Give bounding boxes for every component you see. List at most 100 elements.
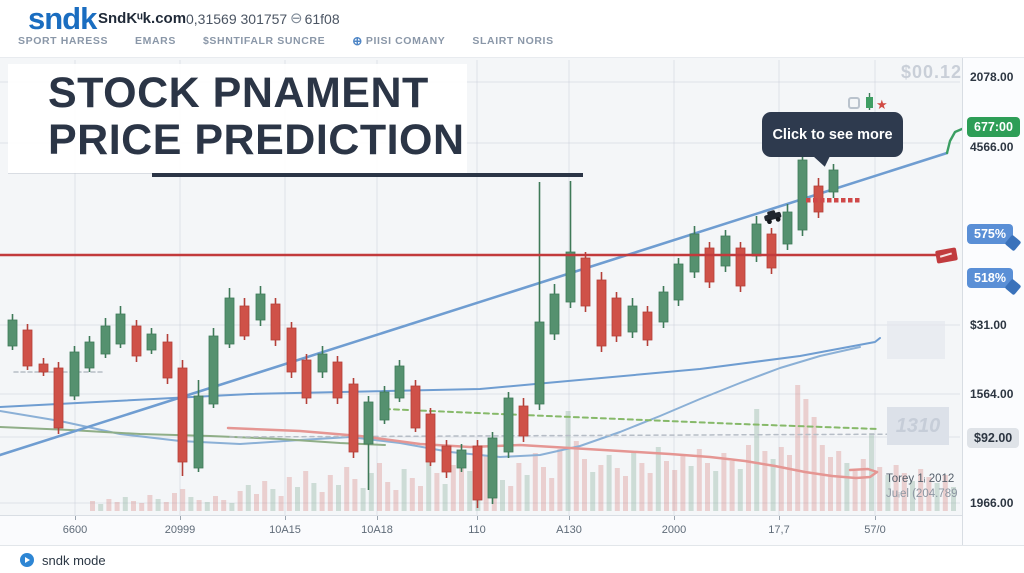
x-tick-mark [569, 516, 570, 520]
axis-label-1564: 1564.00 [970, 387, 1014, 401]
page-title-line1: STOCK PNAMENT [48, 69, 429, 117]
volume-bar [155, 499, 161, 511]
axis-label-4566: 4566.00 [970, 140, 1014, 154]
volume-bar [442, 484, 448, 511]
volume-bar [655, 447, 661, 511]
candle-up [627, 305, 638, 333]
volume-bar [664, 461, 669, 511]
x-tick-label: 110 [468, 524, 486, 536]
percent-badge-2[interactable]: 518% [967, 268, 1013, 288]
candle-up [797, 159, 808, 231]
candle-down [611, 297, 622, 337]
volume-bar [623, 476, 628, 511]
x-tick-label: 10A15 [269, 524, 301, 536]
current-price-badge[interactable]: 677:00 [967, 117, 1020, 137]
volume-bar [647, 473, 653, 511]
volume-bar [737, 469, 743, 511]
candle-up [224, 297, 235, 345]
nav-item-sport-haress[interactable]: SPORT HARESS [18, 35, 108, 47]
price-badge-gray[interactable]: $92.00 [967, 428, 1020, 448]
nav-item-label: SPORT HARESS [18, 35, 109, 47]
candle-down [410, 385, 421, 429]
volume-bar [524, 475, 530, 511]
x-tick-mark [75, 516, 76, 520]
volume-bar [196, 500, 202, 511]
nav-item-slairt-noris[interactable]: SLAIRT NORIS [472, 35, 553, 47]
x-axis: 6600 20999 10A15 10A18 110 A130 2000 17,7 57/0 [0, 515, 962, 546]
price-chart[interactable]: ★ [0, 57, 962, 515]
volume-bar [483, 456, 489, 511]
candle-down [38, 363, 49, 373]
volume-bar [828, 457, 833, 511]
candle-up [69, 351, 80, 397]
title-overlay: STOCK PNAMENT PRICE PREDICTION [8, 64, 467, 173]
ma-red [226, 426, 879, 480]
candle-up [658, 291, 669, 323]
candle-up [720, 235, 731, 267]
volume-bar [229, 503, 235, 511]
x-tick-mark [875, 516, 876, 520]
volume-bar [368, 473, 374, 511]
nav-item-piisi-comany[interactable]: ⊕ PIISI COMANY [352, 34, 445, 48]
nav-bar: SPORT HARESS EMARS $SHNTIFALR SUNCRE ⊕ PIISI… [18, 34, 554, 48]
car-icon [764, 210, 782, 225]
forecast-dot [827, 198, 832, 203]
header-stat-numbers: 0,31569 301757 [186, 11, 288, 27]
volume-bar [163, 502, 169, 511]
volume-bar [459, 451, 464, 511]
x-tick-mark [674, 516, 675, 520]
percent-badge-1[interactable]: 575% [967, 224, 1013, 244]
volume-bar [139, 503, 145, 511]
annotation-line2: Juᵢel (204.789 [886, 488, 958, 500]
volume-bar [295, 487, 300, 511]
ghost-price-label: $00.12 [901, 62, 963, 82]
x-tick-label: 6600 [62, 524, 88, 536]
axis-label-1966: 1966.00 [970, 496, 1014, 510]
candle-down [162, 341, 173, 379]
volume-bar [696, 449, 702, 511]
see-more-label: Click to see more [772, 126, 893, 143]
candle-down [177, 367, 188, 463]
volume-bar [688, 466, 694, 511]
volume-bar [114, 502, 120, 511]
nav-item-emars[interactable]: EMARS [135, 35, 176, 47]
right-price-axis: 2078.00 677:00 4566.00 575% 518% $31.00 … [962, 57, 1024, 545]
volume-bar [393, 490, 399, 511]
x-tick-label: 20999 [164, 524, 196, 536]
x-tick-mark [285, 516, 286, 520]
volume-bar [278, 496, 284, 511]
candle-down [596, 279, 607, 347]
volume-bar [90, 501, 95, 511]
volume-bar [819, 445, 825, 511]
candle-up [84, 341, 95, 369]
volume-bar [221, 500, 227, 511]
volume-bar [237, 491, 243, 511]
volume-bar [795, 385, 801, 511]
volume-bar [385, 482, 391, 511]
mode-toggle[interactable]: sndk mode [20, 553, 106, 568]
see-more-tooltip[interactable]: Click to see more [762, 112, 903, 169]
candle-up [100, 325, 111, 355]
title-underline [152, 173, 583, 177]
nav-item-label: $SHNTIFALR SUNCRE [202, 35, 326, 47]
candle-up [534, 321, 545, 405]
nav-item--shntifalr-suncre[interactable]: $SHNTIFALR SUNCRE [203, 35, 325, 47]
mode-label: sndk mode [42, 552, 106, 568]
volume-bar [500, 480, 505, 511]
volume-bar [106, 499, 112, 511]
volume-bar [147, 495, 153, 511]
x-tick-mark [180, 516, 181, 520]
tooltip-pointer [813, 153, 833, 169]
candle-down [301, 359, 312, 399]
candle-up [379, 391, 390, 421]
volume-bar [672, 470, 678, 511]
nav-item-label: SLAIRT NORIS [472, 35, 554, 47]
logo[interactable]: sndk [28, 1, 97, 36]
chart-icons: ★ [764, 93, 888, 225]
volume-bar [213, 496, 218, 511]
x-tick-mark [377, 516, 378, 520]
candle-up [115, 313, 126, 345]
volume-bar [426, 459, 432, 511]
volume-bar [877, 467, 883, 511]
